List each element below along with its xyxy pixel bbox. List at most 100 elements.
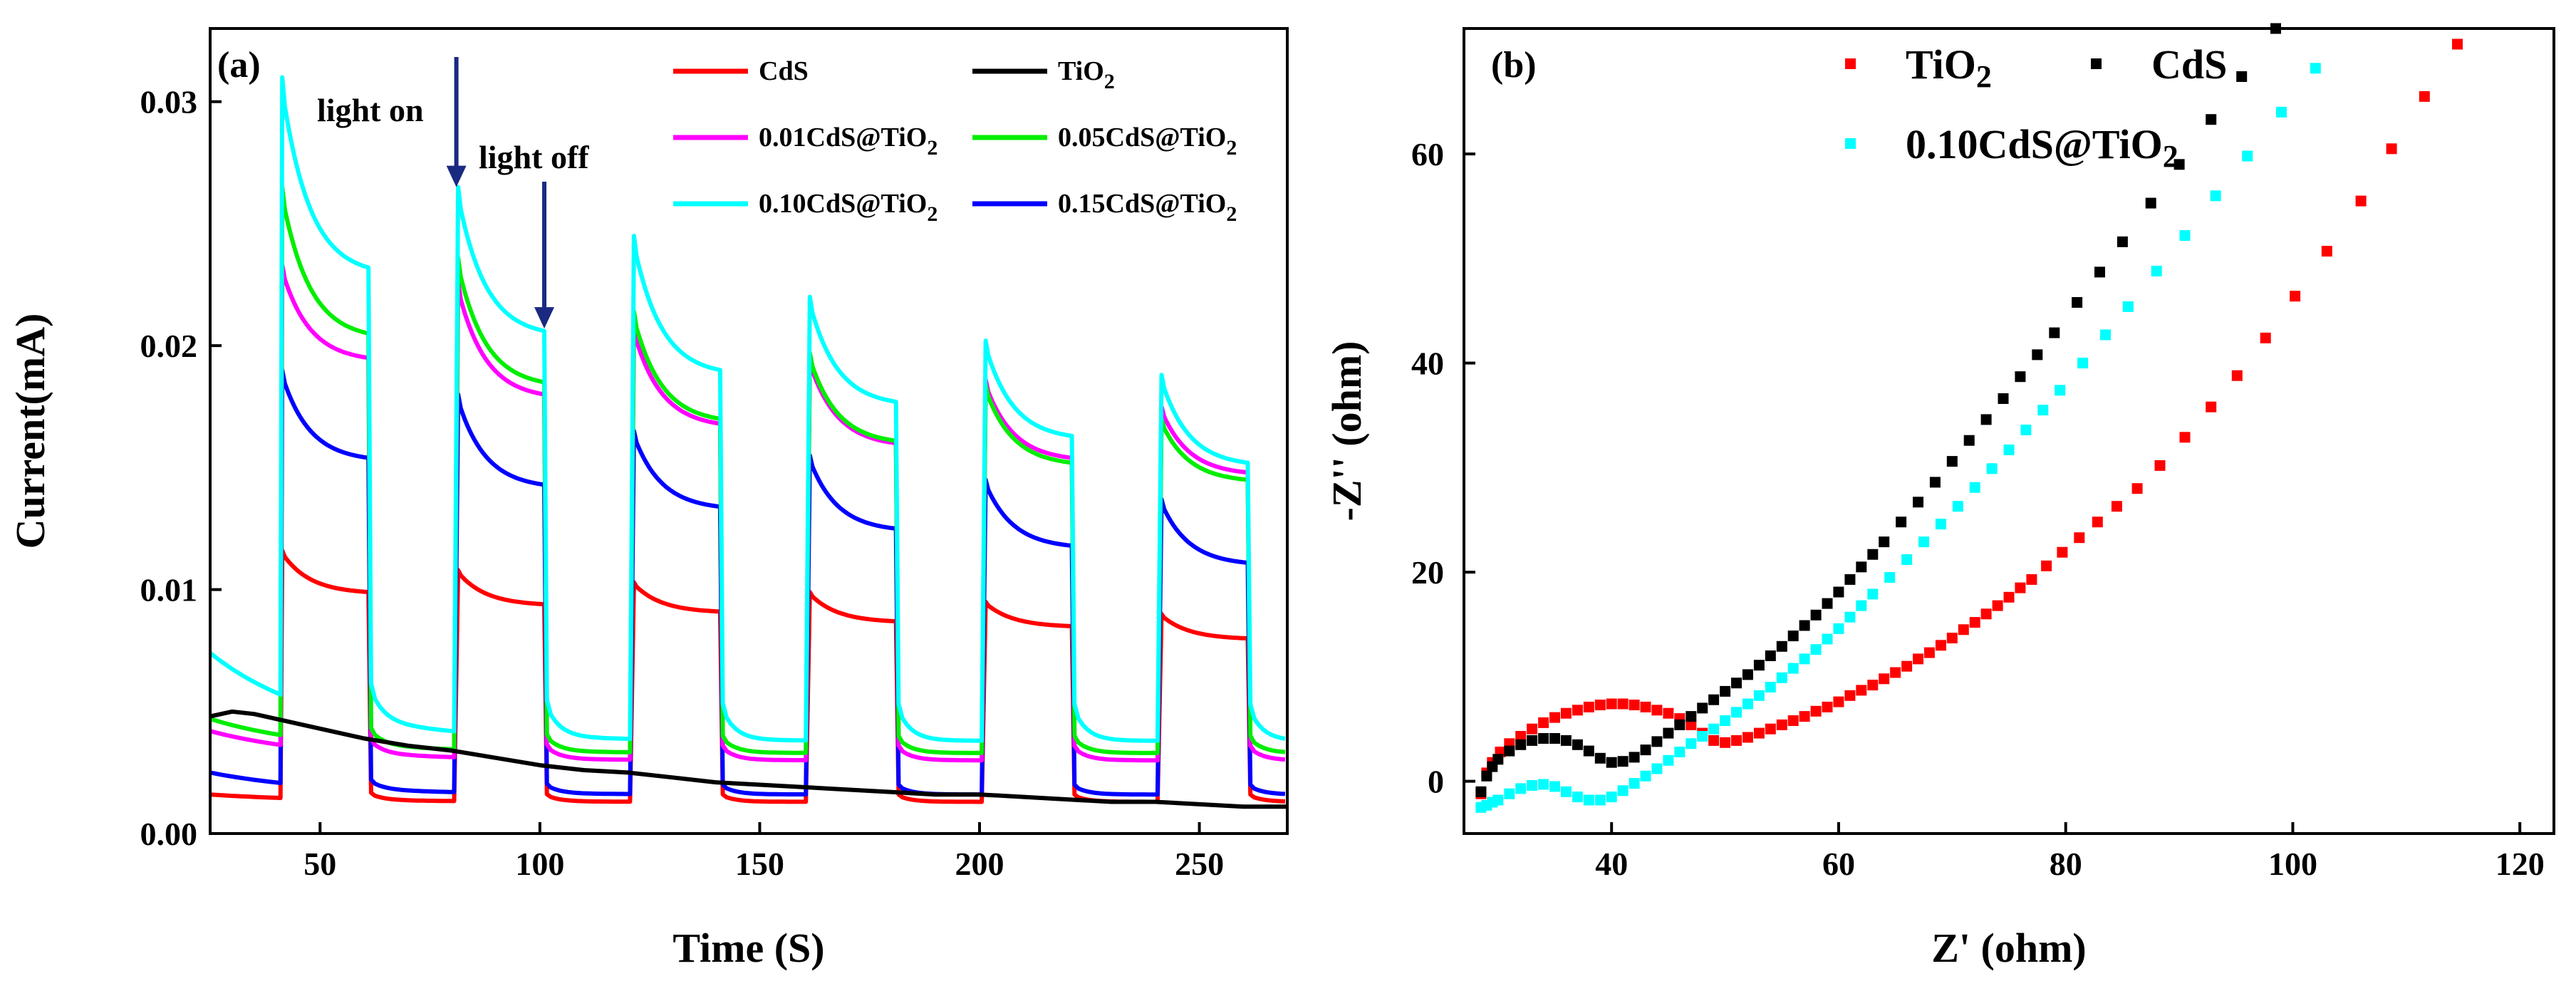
point-tio2	[2452, 38, 2463, 50]
legend-label-0-10cds-at-tio2: 0.10CdS@TiO2	[759, 189, 938, 226]
point-cds	[1776, 640, 1787, 652]
panel-b-frame	[1463, 27, 2555, 835]
point-tio2	[2074, 532, 2085, 544]
point-0-10cds-at-tio2	[1918, 536, 1929, 548]
point-0-10cds-at-tio2	[1833, 623, 1844, 634]
point-tio2	[1640, 701, 1651, 712]
point-0-10cds-at-tio2	[1901, 554, 1913, 565]
point-tio2	[1753, 727, 1765, 739]
panel-a-label: (a)	[217, 45, 261, 85]
point-0-10cds-at-tio2	[2210, 190, 2221, 202]
point-0-10cds-at-tio2	[1697, 731, 1708, 742]
point-cds	[1549, 733, 1560, 744]
point-0-10cds-at-tio2	[2242, 150, 2253, 162]
point-tio2	[2206, 401, 2217, 412]
point-tio2	[1856, 685, 1867, 696]
point-tio2	[1708, 735, 1720, 746]
legend-label-cds: CdS	[759, 56, 809, 86]
panel-b-x-tick-label: 60	[1822, 846, 1855, 882]
point-tio2	[2057, 546, 2068, 558]
point-tio2	[2026, 574, 2037, 585]
point-tio2	[1629, 700, 1640, 710]
point-cds	[1879, 536, 1890, 548]
panel-a-y-axis-label: Current(mA)	[7, 313, 53, 549]
point-tio2	[1617, 698, 1629, 710]
panel-a-x-tick-label: 150	[735, 846, 784, 882]
point-tio2	[1560, 707, 1572, 719]
point-0-10cds-at-tio2	[2020, 425, 2032, 435]
point-cds	[1856, 561, 1867, 573]
point-tio2	[1787, 715, 1799, 726]
point-tio2	[1527, 723, 1538, 735]
legend-label-tio2: TiO2	[1906, 41, 1992, 94]
point-cds	[1686, 711, 1697, 722]
point-cds	[1998, 393, 2009, 404]
point-0-10cds-at-tio2	[1720, 715, 1731, 726]
point-0-10cds-at-tio2	[2151, 266, 2162, 276]
panel-a-x-ticks: 50 100 150 200 250	[303, 822, 1224, 882]
point-cds	[1867, 549, 1879, 560]
point-tio2	[2231, 370, 2243, 381]
point-cds	[1560, 735, 1572, 746]
point-0-10cds-at-tio2	[1884, 572, 1896, 583]
point-tio2	[1799, 711, 1810, 722]
point-0-10cds-at-tio2	[2100, 329, 2111, 341]
point-0-10cds-at-tio2	[1549, 781, 1560, 792]
point-cds	[1492, 754, 1504, 765]
point-0-10cds-at-tio2	[1583, 794, 1594, 806]
point-tio2	[1549, 712, 1560, 723]
point-0-10cds-at-tio2	[1969, 482, 1980, 493]
point-cds	[1594, 752, 1606, 764]
point-cds	[1640, 744, 1651, 756]
point-0-10cds-at-tio2	[1765, 682, 1776, 692]
panel-a-x-tick-label: 50	[303, 846, 336, 882]
point-0-10cds-at-tio2	[2077, 358, 2089, 369]
point-tio2	[1867, 680, 1879, 691]
point-tio2	[1913, 653, 1923, 665]
legend-label-cds: CdS	[2151, 41, 2227, 88]
point-cds	[1844, 574, 1856, 585]
legend-label-0-05cds-at-tio2: 0.05CdS@TiO2	[1058, 123, 1237, 160]
panel-a-y-tick-label: 0.01	[140, 572, 198, 608]
point-tio2	[1731, 735, 1742, 746]
panel-b-y-tick-label: 0	[1428, 764, 1444, 800]
point-tio2	[1594, 700, 1606, 710]
point-0-10cds-at-tio2	[1742, 698, 1753, 710]
point-0-10cds-at-tio2	[2179, 230, 2191, 242]
panel-b-x-tick-label: 80	[2050, 846, 2082, 882]
panel-a-frame	[209, 27, 1289, 835]
point-tio2	[2092, 517, 2103, 528]
point-cds	[1896, 517, 1907, 528]
series-line-0-15cds-at-tio2	[209, 368, 1286, 797]
point-0-10cds-at-tio2	[1640, 770, 1651, 782]
point-tio2	[1538, 717, 1549, 728]
point-0-10cds-at-tio2	[2310, 63, 2321, 74]
point-tio2	[1833, 696, 1844, 707]
point-0-10cds-at-tio2	[2003, 444, 2015, 455]
point-tio2	[2041, 560, 2052, 571]
point-cds	[1697, 702, 1708, 714]
point-cds	[1481, 770, 1492, 782]
point-cds	[2072, 297, 2083, 308]
point-0-10cds-at-tio2	[1617, 785, 1629, 796]
panel-a-x-axis-label: Time (S)	[672, 925, 824, 971]
panel-b-x-axis-label: Z' (ohm)	[1931, 925, 2087, 971]
series-line-0-10cds-at-tio2	[209, 75, 1286, 743]
panel-b-y-axis-label: -Z'' (ohm)	[1324, 341, 1370, 521]
series-line-0-01cds-at-tio2	[209, 263, 1286, 763]
point-cds	[1583, 745, 1594, 757]
panel-a-y-tick-label: 0.03	[140, 84, 198, 120]
point-cds	[1606, 757, 1617, 768]
point-0-10cds-at-tio2	[1538, 779, 1549, 790]
panel-a-x-tick-label: 100	[515, 846, 564, 882]
point-cds	[1720, 685, 1731, 697]
point-cds	[1810, 609, 1822, 621]
point-cds	[1963, 435, 1975, 446]
panel-b-label: (b)	[1491, 45, 1537, 85]
point-0-10cds-at-tio2	[1492, 794, 1504, 806]
point-tio2	[2290, 291, 2301, 302]
point-0-10cds-at-tio2	[1651, 763, 1663, 774]
point-tio2	[1992, 600, 2003, 611]
point-0-10cds-at-tio2	[1515, 783, 1527, 794]
